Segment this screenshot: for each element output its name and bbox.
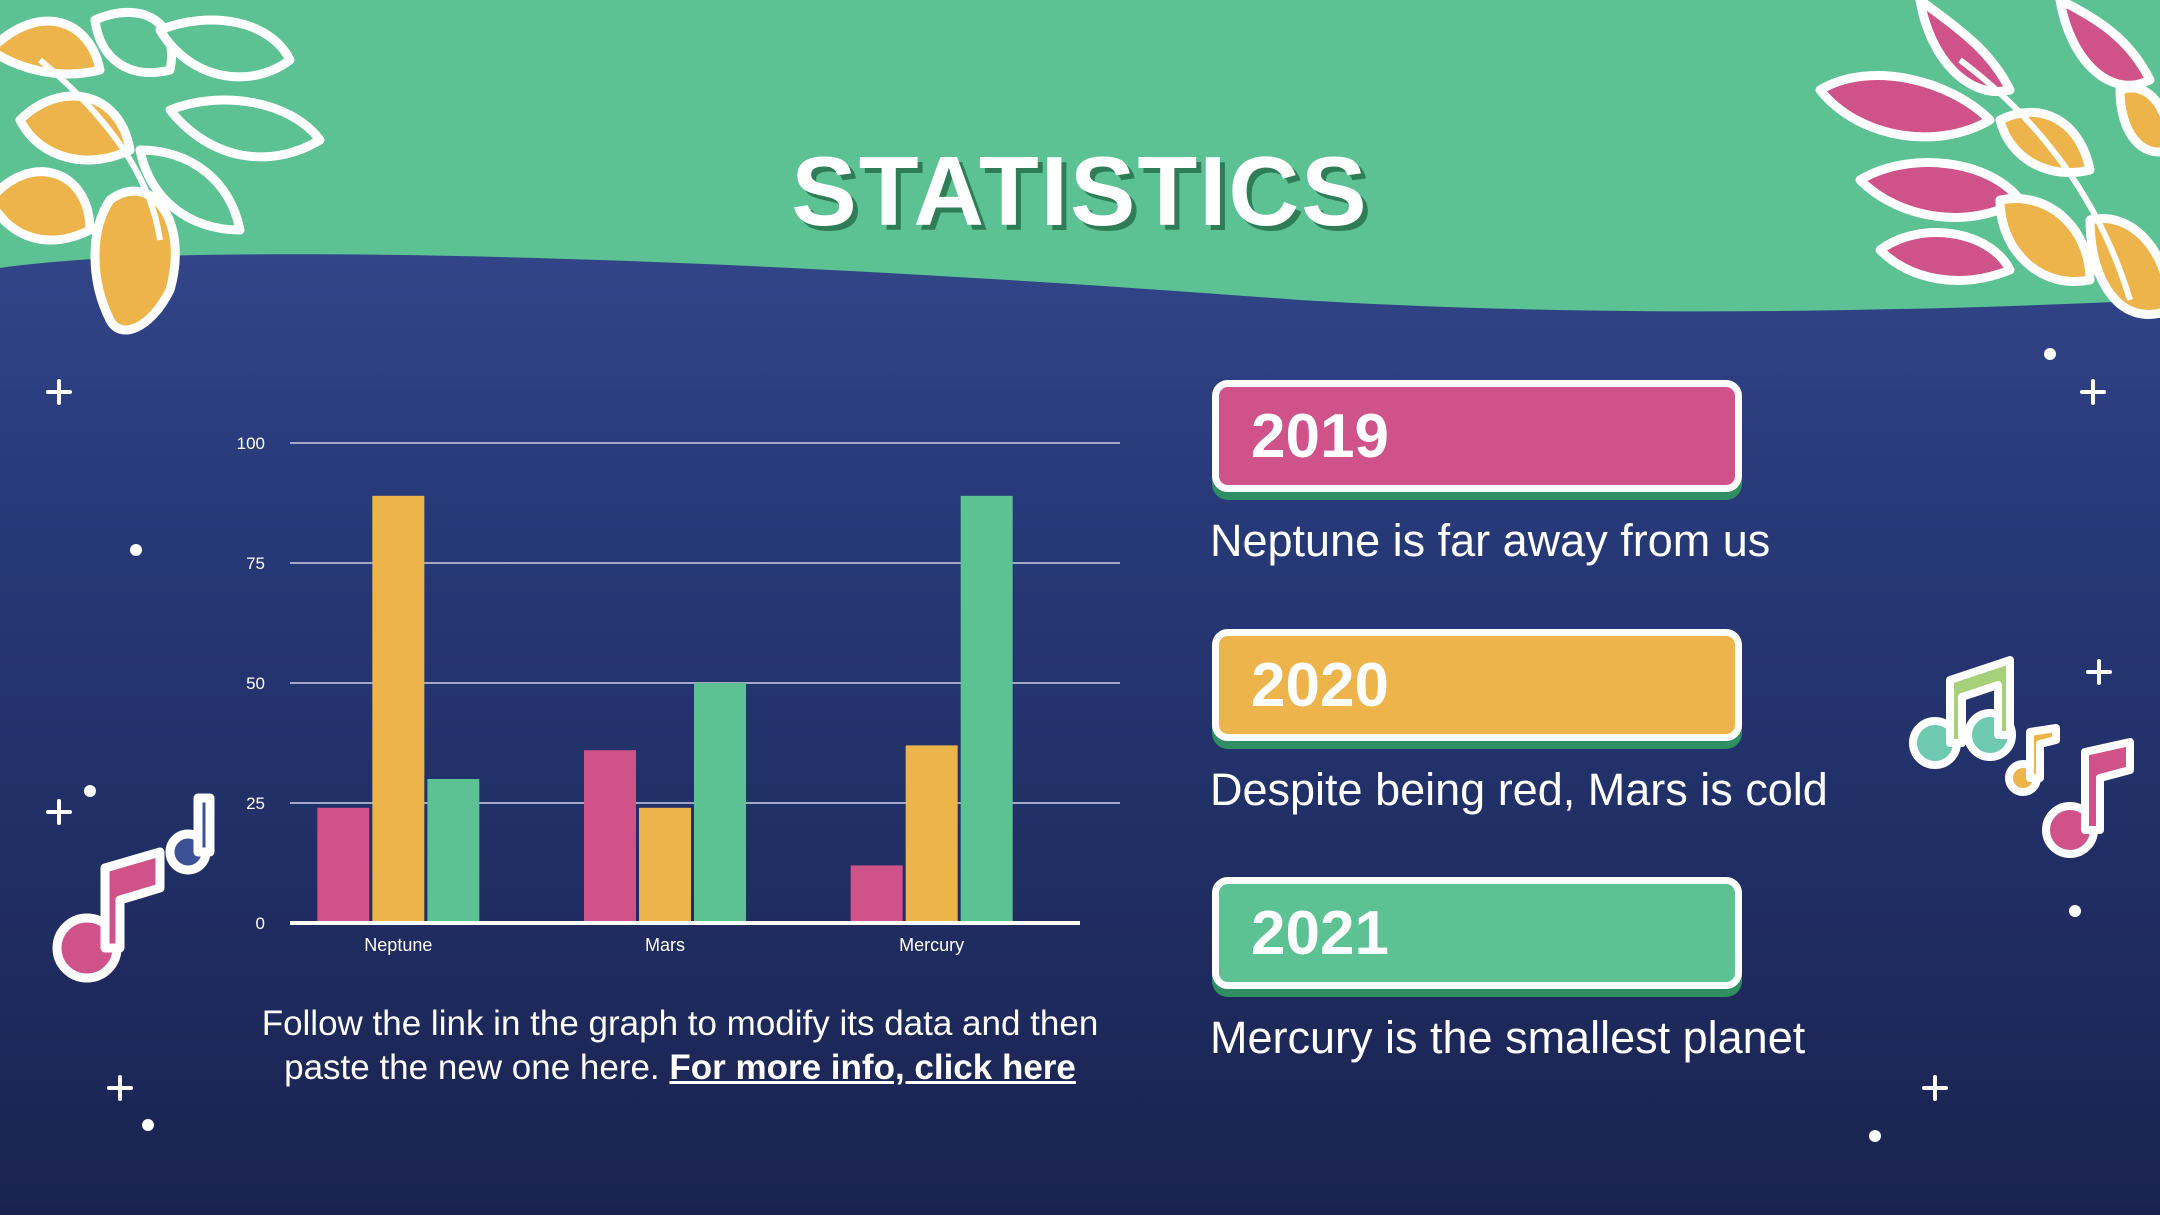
header-band (0, 0, 2160, 312)
bar (639, 807, 691, 923)
caption-text: Follow the link in the graph to modify i… (261, 1004, 1099, 1087)
more-info-link[interactable]: For more info, click here (669, 1048, 1076, 1087)
bar (960, 495, 1013, 923)
bar (584, 750, 636, 923)
dot-decoration (84, 348, 2081, 1142)
y-tick-label: 25 (246, 794, 265, 813)
bar (372, 495, 425, 923)
bar (317, 807, 370, 923)
year-badge-2019: 2019 (1212, 380, 1742, 492)
bar (694, 683, 746, 923)
bar (427, 779, 480, 923)
year-description: Despite being red, Mars is cold (1210, 764, 1828, 815)
music-note-icon (1909, 656, 2134, 858)
page-title: STATISTICS (791, 136, 1369, 246)
year-label: 2020 (1251, 651, 1389, 720)
year-label: 2019 (1251, 402, 1389, 471)
year-badge-2020: 2020 (1212, 629, 1742, 741)
chart-caption: Follow the link in the graph to modify i… (230, 1002, 1130, 1090)
sparkle-icon (46, 379, 2112, 1101)
leaf-cluster-top-right (1815, 0, 2160, 319)
year-description: Neptune is far away from us (1210, 515, 1771, 566)
y-tick-label: 100 (237, 434, 265, 453)
year-description: Mercury is the smallest planet (1210, 1012, 1806, 1063)
bar (905, 745, 958, 923)
leaf-cluster-top-left (0, 7, 325, 335)
year-label: 2021 (1251, 899, 1389, 968)
y-tick-label: 50 (246, 674, 265, 693)
x-tick-label: Neptune (364, 935, 432, 955)
bar-chart[interactable]: 0 25 50 75 100 Neptune Mars Mercury (215, 420, 1135, 980)
x-tick-label: Mars (645, 935, 685, 955)
y-tick-label: 0 (256, 914, 265, 933)
bar (850, 865, 903, 923)
music-note-icon (52, 793, 215, 983)
y-tick-label: 75 (246, 554, 265, 573)
year-badge-2021: 2021 (1212, 877, 1742, 989)
x-tick-label: Mercury (899, 935, 964, 955)
